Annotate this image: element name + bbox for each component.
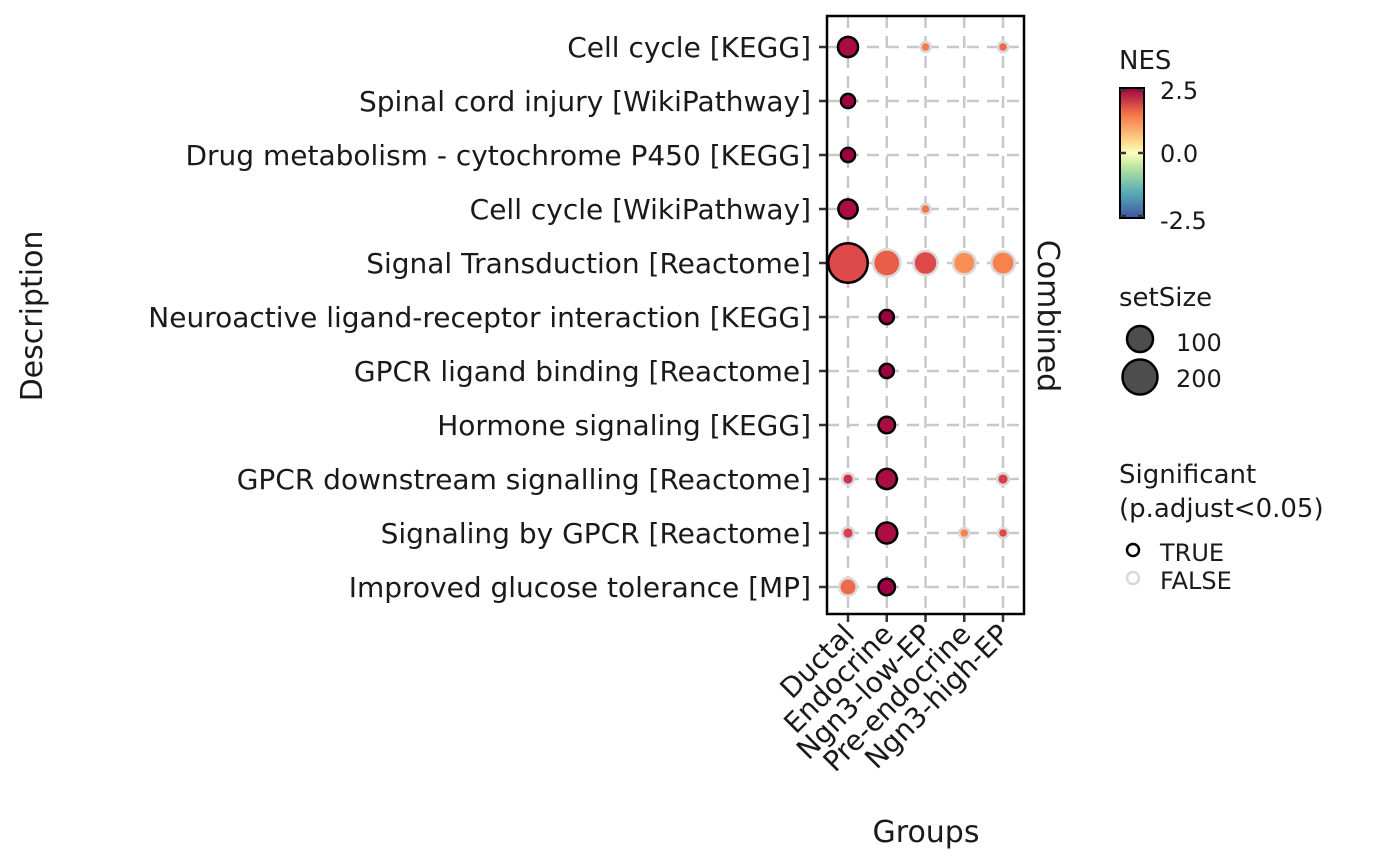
setsize-legend: setSize 100 200 [1119,283,1222,396]
point-cell-cycle-wikipathway-ductal [837,198,859,220]
point-signaling-by-gpcr-reactome-pre-endocrine [957,526,971,540]
point-signal-transduction-reactome-ductal [827,242,869,284]
significance-label-false: FALSE [1160,567,1232,595]
row-label-spinal-cord-injury-wikipathway: Spinal cord injury [WikiPathway] [359,85,811,118]
nes-tick-min: -2.5 [1160,207,1207,235]
significance-label-true: TRUE [1159,539,1224,567]
point-gpcr-ligand-binding-reactome-endocrine [878,362,896,380]
point-cell-cycle-wikipathway-ngn3-low-ep [919,202,932,216]
grid-lines [819,16,1024,622]
significance-legend-subtitle: (p.adjust<0.05) [1119,494,1324,524]
point-signal-transduction-reactome-endocrine [871,248,902,278]
row-label-gpcr-ligand-binding-reactome: GPCR ligand binding [Reactome] [354,355,811,388]
row-label-signal-transduction-reactome: Signal Transduction [Reactome] [366,247,811,280]
point-improved-glucose-tolerance-mp-ductal [838,577,858,597]
point-neuroactive-ligand-receptor-interaction-kegg-endocrine [878,308,896,326]
point-spinal-cord-injury-wikipathway-ductal [839,92,857,110]
nes-legend-title: NES [1119,46,1171,76]
point-signal-transduction-reactome-ngn3-low-ep [912,249,939,277]
row-label-cell-cycle-kegg: Cell cycle [KEGG] [567,31,811,64]
nes-tick-max: 2.5 [1160,77,1198,105]
row-label-signaling-by-gpcr-reactome: Signaling by GPCR [Reactome] [381,517,811,550]
nes-legend: NES 2.5 0.0 -2.5 [1119,46,1207,235]
row-label-gpcr-downstream-signalling-reactome: GPCR downstream signalling [Reactome] [237,463,811,496]
x-axis-title: Groups [873,815,980,850]
row-label-drug-metabolism-cytochrome-p450-kegg: Drug metabolism - cytochrome P450 [KEGG] [185,139,811,172]
y-axis-title: Description [15,231,50,402]
point-improved-glucose-tolerance-mp-endocrine [877,577,897,597]
point-drug-metabolism-cytochrome-p450-kegg-ductal [839,146,857,164]
point-signaling-by-gpcr-reactome-ngn3-high-ep [996,526,1010,540]
significance-key-true [1125,542,1141,558]
setsize-key-100 [1125,324,1155,354]
row-label-neuroactive-ligand-receptor-interaction-kegg: Neuroactive ligand-receptor interaction … [148,301,811,334]
setsize-key-200 [1121,358,1159,396]
row-label-improved-glucose-tolerance-mp: Improved glucose tolerance [MP] [349,571,811,604]
point-signaling-by-gpcr-reactome-endocrine [875,521,899,545]
significance-legend: Significant (p.adjust<0.05) TRUE FALSE [1119,460,1324,595]
point-gpcr-downstream-signalling-reactome-ngn3-high-ep [995,471,1011,487]
row-label-cell-cycle-wikipathway: Cell cycle [WikiPathway] [470,193,811,226]
point-cell-cycle-kegg-ngn3-low-ep [919,40,932,54]
point-cell-cycle-kegg-ductal [836,35,860,59]
row-labels: Cell cycle [KEGG] Spinal cord injury [Wik… [148,31,811,604]
point-gpcr-downstream-signalling-reactome-endocrine [875,467,899,491]
setsize-label-200: 200 [1176,365,1222,393]
data-points [827,35,1016,597]
point-cell-cycle-kegg-ngn3-high-ep [996,40,1010,54]
significance-key-false [1125,570,1141,586]
facet-strip-label: Combined [1030,240,1065,392]
panel-border [825,14,1026,616]
row-label-hormone-signaling-kegg: Hormone signaling [KEGG] [437,409,811,442]
point-hormone-signaling-kegg-endocrine [877,415,897,435]
significance-legend-title: Significant [1119,460,1256,490]
point-gpcr-downstream-signalling-reactome-ductal [840,471,856,487]
setsize-label-100: 100 [1176,329,1222,357]
column-labels: DuctalEndocrineNgn3-low-EPPre-endocrineN… [774,618,1016,779]
point-signal-transduction-reactome-pre-endocrine [951,250,977,276]
point-signal-transduction-reactome-ngn3-high-ep [990,250,1016,276]
setsize-legend-title: setSize [1119,283,1212,313]
point-signaling-by-gpcr-reactome-ductal [840,525,856,541]
nes-tick-zero: 0.0 [1160,140,1198,168]
